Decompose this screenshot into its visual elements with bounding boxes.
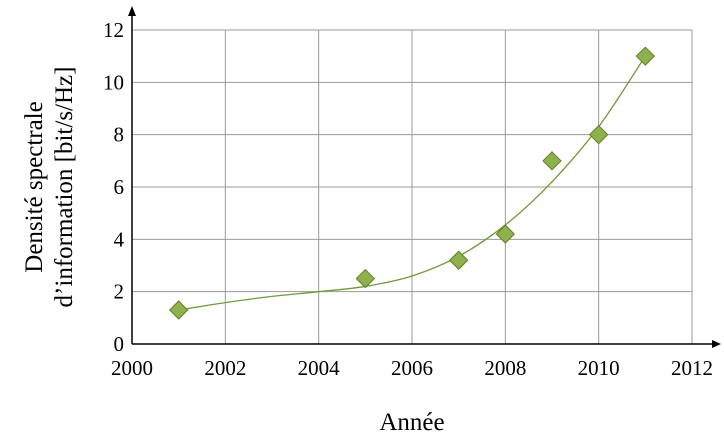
y-axis-arrow-icon (128, 6, 136, 16)
trendline-curve (178, 55, 646, 311)
data-point-diamond (355, 268, 376, 289)
axis-labels: Année Densité spectrale d’information [bit… (21, 67, 445, 436)
x-axis-arrow-icon (712, 340, 721, 348)
grid (132, 29, 693, 344)
data-point-diamond (448, 250, 469, 270)
data-point-diamond (542, 151, 562, 171)
y-tick-label: 4 (114, 227, 125, 251)
data-point-diamond (495, 224, 516, 244)
y-axis-label-line-2: d’information [bit/s/Hz] (51, 67, 78, 308)
trendline (178, 55, 646, 311)
data-points (168, 46, 656, 320)
x-tick-label: 2006 (391, 356, 433, 380)
y-tick-label: 6 (114, 175, 125, 199)
x-tick-label: 2010 (578, 356, 620, 380)
x-tick-label: 2012 (671, 356, 713, 380)
axes (128, 6, 721, 348)
y-tick-label: 0 (114, 332, 125, 356)
x-tick-label: 2000 (111, 356, 153, 380)
x-tick-label: 2008 (484, 356, 526, 380)
y-tick-label: 8 (114, 123, 125, 147)
x-axis-label: Année (379, 409, 444, 436)
data-point-diamond (168, 300, 189, 320)
y-axis-label-line-1: Densité spectrale (21, 101, 48, 272)
x-tick-label: 2002 (204, 356, 246, 380)
y-axis-label: Densité spectrale d’information [bit/s/Hz… (21, 67, 78, 308)
y-tick-label: 10 (103, 70, 124, 94)
x-tick-label: 2004 (298, 356, 341, 380)
data-point-diamond (588, 124, 609, 145)
tick-labels: 2000 2002 2004 2006 2008 2010 2012 0 2 4 6 8 10 12 (103, 18, 713, 380)
y-tick-label: 12 (103, 18, 124, 42)
data-point-diamond (635, 46, 656, 66)
y-tick-label: 2 (114, 280, 125, 304)
